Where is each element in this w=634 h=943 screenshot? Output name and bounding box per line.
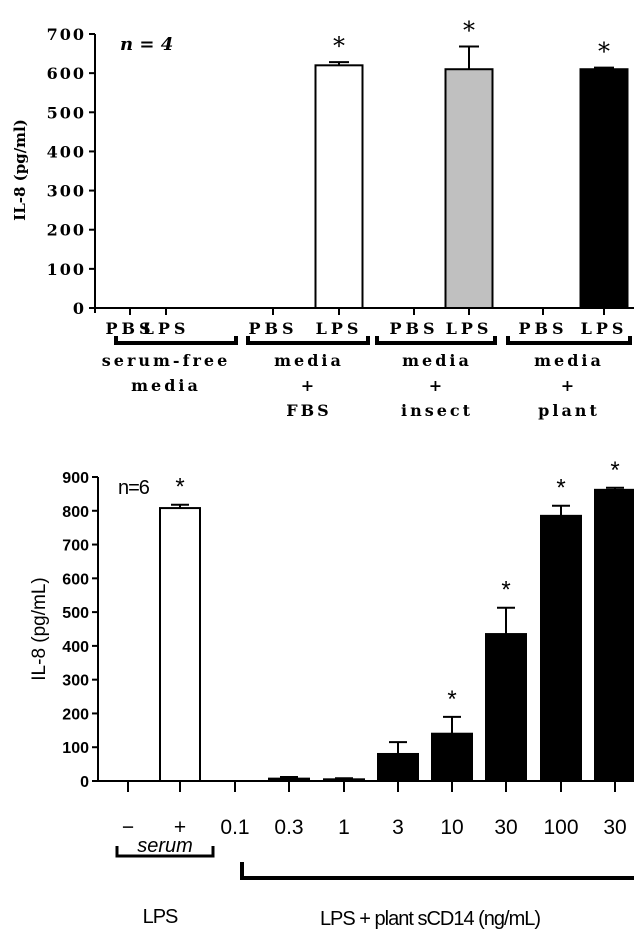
chart-bottom-serum-bracket — [115, 846, 215, 858]
chart-top-ytick-label: 200 — [47, 221, 86, 240]
chart-top-bar-label: PBS — [518, 319, 567, 338]
chart-top-annotation: n = 4 — [120, 34, 173, 55]
chart-top-group-bracket — [375, 336, 497, 345]
chart-bottom-ytick-label: 700 — [62, 538, 89, 555]
chart-top-ytick-label: 400 — [47, 142, 86, 161]
chart-bottom-category-label: 30 — [603, 816, 626, 839]
chart-bottom-bars: * * * * * — [159, 457, 634, 783]
chart-bottom-ytick-label: 200 — [62, 706, 89, 723]
chart-top-group-label: insect — [401, 401, 473, 420]
chart-bottom-ytick-label: 400 — [62, 639, 89, 656]
chart-top-significance: * — [333, 32, 345, 60]
chart-bottom: IL-8 (pg/mL) n=6 0 100 200 300 400 500 600 700 8… — [29, 457, 634, 930]
chart-top: IL-8 (pg/ml) n = 4 0 100 200 300 400 500 600 70… — [11, 17, 634, 420]
chart-bottom-category-label: 0.3 — [274, 816, 303, 839]
chart-top-group-label: serum-free — [102, 351, 231, 370]
chart-top-ytick-label: 300 — [47, 182, 86, 201]
chart-bottom-ytick-label: 100 — [62, 740, 89, 757]
chart-top-ytick-label: 600 — [47, 64, 86, 83]
chart-bottom-ylabel: IL-8 (pg/mL) — [29, 577, 50, 680]
chart-top-group-label: FBS — [286, 401, 331, 420]
chart-top-significance: * — [463, 17, 475, 45]
chart-bottom-bar — [159, 507, 201, 782]
chart-top-group-bracket — [506, 336, 632, 345]
chart-top-significance: * — [598, 38, 610, 66]
chart-top-group-label: media — [534, 351, 604, 370]
chart-top-group-label: media — [274, 351, 344, 370]
chart-bottom-lps-label: LPS — [143, 906, 178, 928]
chart-bottom-category-label: 3 — [392, 816, 404, 839]
chart-top-group-bracket — [246, 336, 370, 345]
chart-bottom-category-label: 10 — [440, 816, 463, 839]
chart-top-group-bracket — [114, 336, 238, 345]
chart-bottom-ticks: 0 100 200 300 400 500 600 700 800 900 — [62, 470, 98, 791]
chart-top-bar — [579, 68, 629, 309]
chart-bottom-bar — [268, 777, 310, 783]
chart-top-bar-label: PBS — [105, 319, 154, 338]
chart-bottom-category-label: + — [174, 816, 186, 839]
chart-bottom-plant-label: LPS + plant sCD14 (ng/mL) — [320, 908, 540, 930]
chart-bottom-significance: * — [175, 474, 184, 501]
chart-top-group-label: + — [561, 376, 577, 395]
chart-top-bar-label: PBS — [248, 319, 297, 338]
chart-top-bar-label: LPS — [143, 319, 190, 338]
chart-top-ticks: 0 100 200 300 400 500 600 700 — [47, 25, 95, 318]
chart-bottom-annotation: n=6 — [118, 477, 150, 499]
chart-top-bar-label: LPS — [316, 319, 363, 338]
chart-top-bar-label: LPS — [446, 319, 493, 338]
chart-top-ylabel: IL-8 (pg/ml) — [11, 119, 29, 221]
chart-top-ytick-label: 100 — [47, 260, 86, 279]
chart-bottom-category-label: − — [122, 816, 134, 839]
chart-top-ytick-label: 700 — [47, 25, 86, 44]
chart-bottom-categories: − +0.1 0.3 1 3 10 30 100 30 — [122, 816, 627, 839]
chart-bottom-bar — [594, 488, 634, 782]
chart-bottom-ytick-label: 900 — [62, 470, 89, 487]
chart-bottom-bar — [431, 732, 473, 783]
chart-top-bars: * * * — [314, 17, 629, 309]
chart-bottom-ytick-label: 0 — [80, 774, 89, 791]
chart-bottom-significance: * — [610, 457, 619, 484]
chart-top-group-label: + — [429, 376, 445, 395]
chart-top-ytick-label: 0 — [73, 299, 86, 318]
chart-bottom-category-label: 0.1 — [220, 816, 249, 839]
chart-bottom-bar — [377, 752, 419, 783]
chart-top-bar — [314, 64, 364, 309]
chart-top-group-label: plant — [538, 401, 600, 420]
chart-top-groups: serum-free media media + FBS media + insect medi… — [102, 336, 632, 420]
chart-bottom-significance: * — [447, 686, 456, 713]
chart-bottom-ytick-label: 800 — [62, 504, 89, 521]
chart-bottom-category-label: 100 — [543, 816, 578, 839]
chart-bottom-category-label: 1 — [338, 816, 350, 839]
chart-top-bar-label: LPS — [581, 319, 628, 338]
chart-top-group-label: media — [131, 376, 201, 395]
chart-bottom-plant-bracket — [240, 862, 634, 880]
chart-bottom-serum-label: serum — [137, 835, 193, 857]
chart-top-group-label: + — [301, 376, 317, 395]
chart-bottom-groups: serum LPS LPS + plant sCD14 (ng/mL) — [115, 835, 634, 930]
chart-bottom-category-label: 30 — [494, 816, 517, 839]
chart-bottom-significance: * — [501, 577, 510, 604]
chart-bottom-ytick-label: 600 — [62, 571, 89, 588]
chart-top-ytick-label: 500 — [47, 103, 86, 122]
chart-top-group-label: media — [402, 351, 472, 370]
chart-bottom-ytick-label: 300 — [62, 673, 89, 690]
chart-bottom-bar — [485, 633, 527, 782]
chart-top-bar-label: PBS — [389, 319, 438, 338]
chart-top-bar — [444, 68, 494, 309]
chart-bottom-ytick-label: 500 — [62, 605, 89, 622]
chart-bottom-significance: * — [556, 475, 565, 502]
chart-top-axes — [94, 34, 634, 315]
chart-bottom-bar — [323, 778, 365, 782]
chart-bottom-bar — [540, 514, 582, 782]
